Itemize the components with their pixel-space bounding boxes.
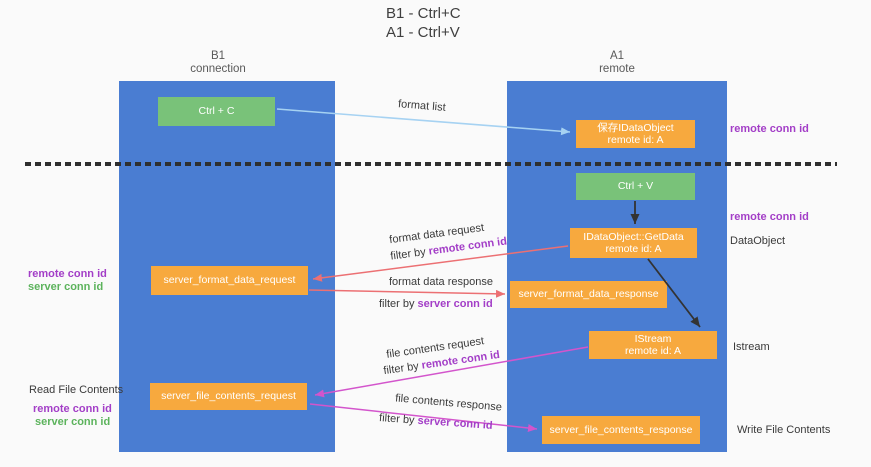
- istream-side-label: Istream: [733, 341, 770, 353]
- format-data-response-label: format data response: [389, 276, 493, 288]
- istream-line2: remote id: A: [624, 345, 682, 357]
- lane-header-left: B1 connection: [190, 50, 246, 76]
- title-line-1: B1 - Ctrl+C: [386, 5, 461, 22]
- dataobject-label: DataObject: [730, 235, 786, 247]
- remote-conn-id-mid-label: remote conn id: [730, 211, 809, 223]
- ctrl-v-box: Ctrl + V: [576, 173, 695, 200]
- mid-left-server-conn-id-label: server conn id: [28, 281, 104, 293]
- filter-prefix: filter by: [378, 412, 418, 427]
- server-file-contents-response-label: server_file_contents_response: [549, 423, 693, 436]
- bottom-left-remote-conn-id-label: remote conn id: [33, 403, 112, 415]
- lane-right-subtitle: remote: [599, 63, 635, 75]
- filter-value-server: server conn id: [417, 298, 493, 310]
- write-file-contents-label: Write File Contents: [737, 424, 831, 436]
- server-format-data-request-label: server_format_data_request: [163, 274, 296, 286]
- istream-line1: IStream: [634, 332, 672, 345]
- format-data-response-arrow: [308, 289, 506, 298]
- server-file-contents-request-label: server_file_contents_request: [161, 390, 296, 402]
- server-format-data-request-box: server_format_data_request: [151, 266, 308, 295]
- server-format-data-response-box: server_format_data_response: [510, 281, 667, 308]
- format-list-label: format list: [397, 98, 447, 114]
- ctrl-v-label: Ctrl + V: [617, 180, 654, 192]
- save-idataobject-box: 保存IDataObject remote id: A: [576, 120, 695, 148]
- filter-by-server-label-1: filter by server conn id: [379, 298, 493, 310]
- ctrl-c-box: Ctrl + C: [158, 97, 275, 126]
- filter-by-server-label-2: filter by server conn id: [379, 412, 493, 432]
- getdata-line2: remote id: A: [605, 243, 662, 255]
- server-file-contents-response-box: server_file_contents_response: [542, 416, 700, 444]
- title-line-2: A1 - Ctrl+V: [386, 24, 460, 41]
- ctrl-c-label: Ctrl + C: [198, 105, 235, 117]
- read-file-contents-label: Read File Contents: [29, 384, 124, 396]
- lane-right-name: A1: [609, 50, 625, 62]
- mid-left-remote-conn-id-label: remote conn id: [28, 268, 107, 280]
- getdata-line1: IDataObject::GetData: [583, 230, 684, 243]
- idataobject-getdata-box: IDataObject::GetData remote id: A: [570, 228, 697, 258]
- filter-prefix: filter by: [379, 298, 418, 310]
- filter-value-server: server conn id: [417, 414, 493, 432]
- remote-conn-id-top-label: remote conn id: [730, 123, 809, 135]
- filter-prefix: filter by: [382, 359, 423, 378]
- copy-paste-separator-line: [25, 162, 837, 166]
- file-contents-response-label: file contents response: [394, 392, 503, 414]
- istream-box: IStream remote id: A: [589, 331, 717, 359]
- save-idataobject-line2: remote id: A: [607, 134, 664, 146]
- diagram-title: B1 - Ctrl+C A1 - Ctrl+V: [386, 4, 461, 42]
- lane-left-name: B1: [210, 50, 226, 62]
- lane-left-subtitle: connection: [190, 63, 246, 75]
- save-idataobject-line1: 保存IDataObject: [597, 121, 674, 134]
- filter-prefix: filter by: [389, 245, 430, 263]
- server-format-data-response-label: server_format_data_response: [518, 288, 659, 300]
- lane-header-right: A1 remote: [599, 50, 635, 76]
- server-file-contents-request-box: server_file_contents_request: [150, 383, 307, 410]
- bottom-left-server-conn-id-label: server conn id: [35, 416, 111, 428]
